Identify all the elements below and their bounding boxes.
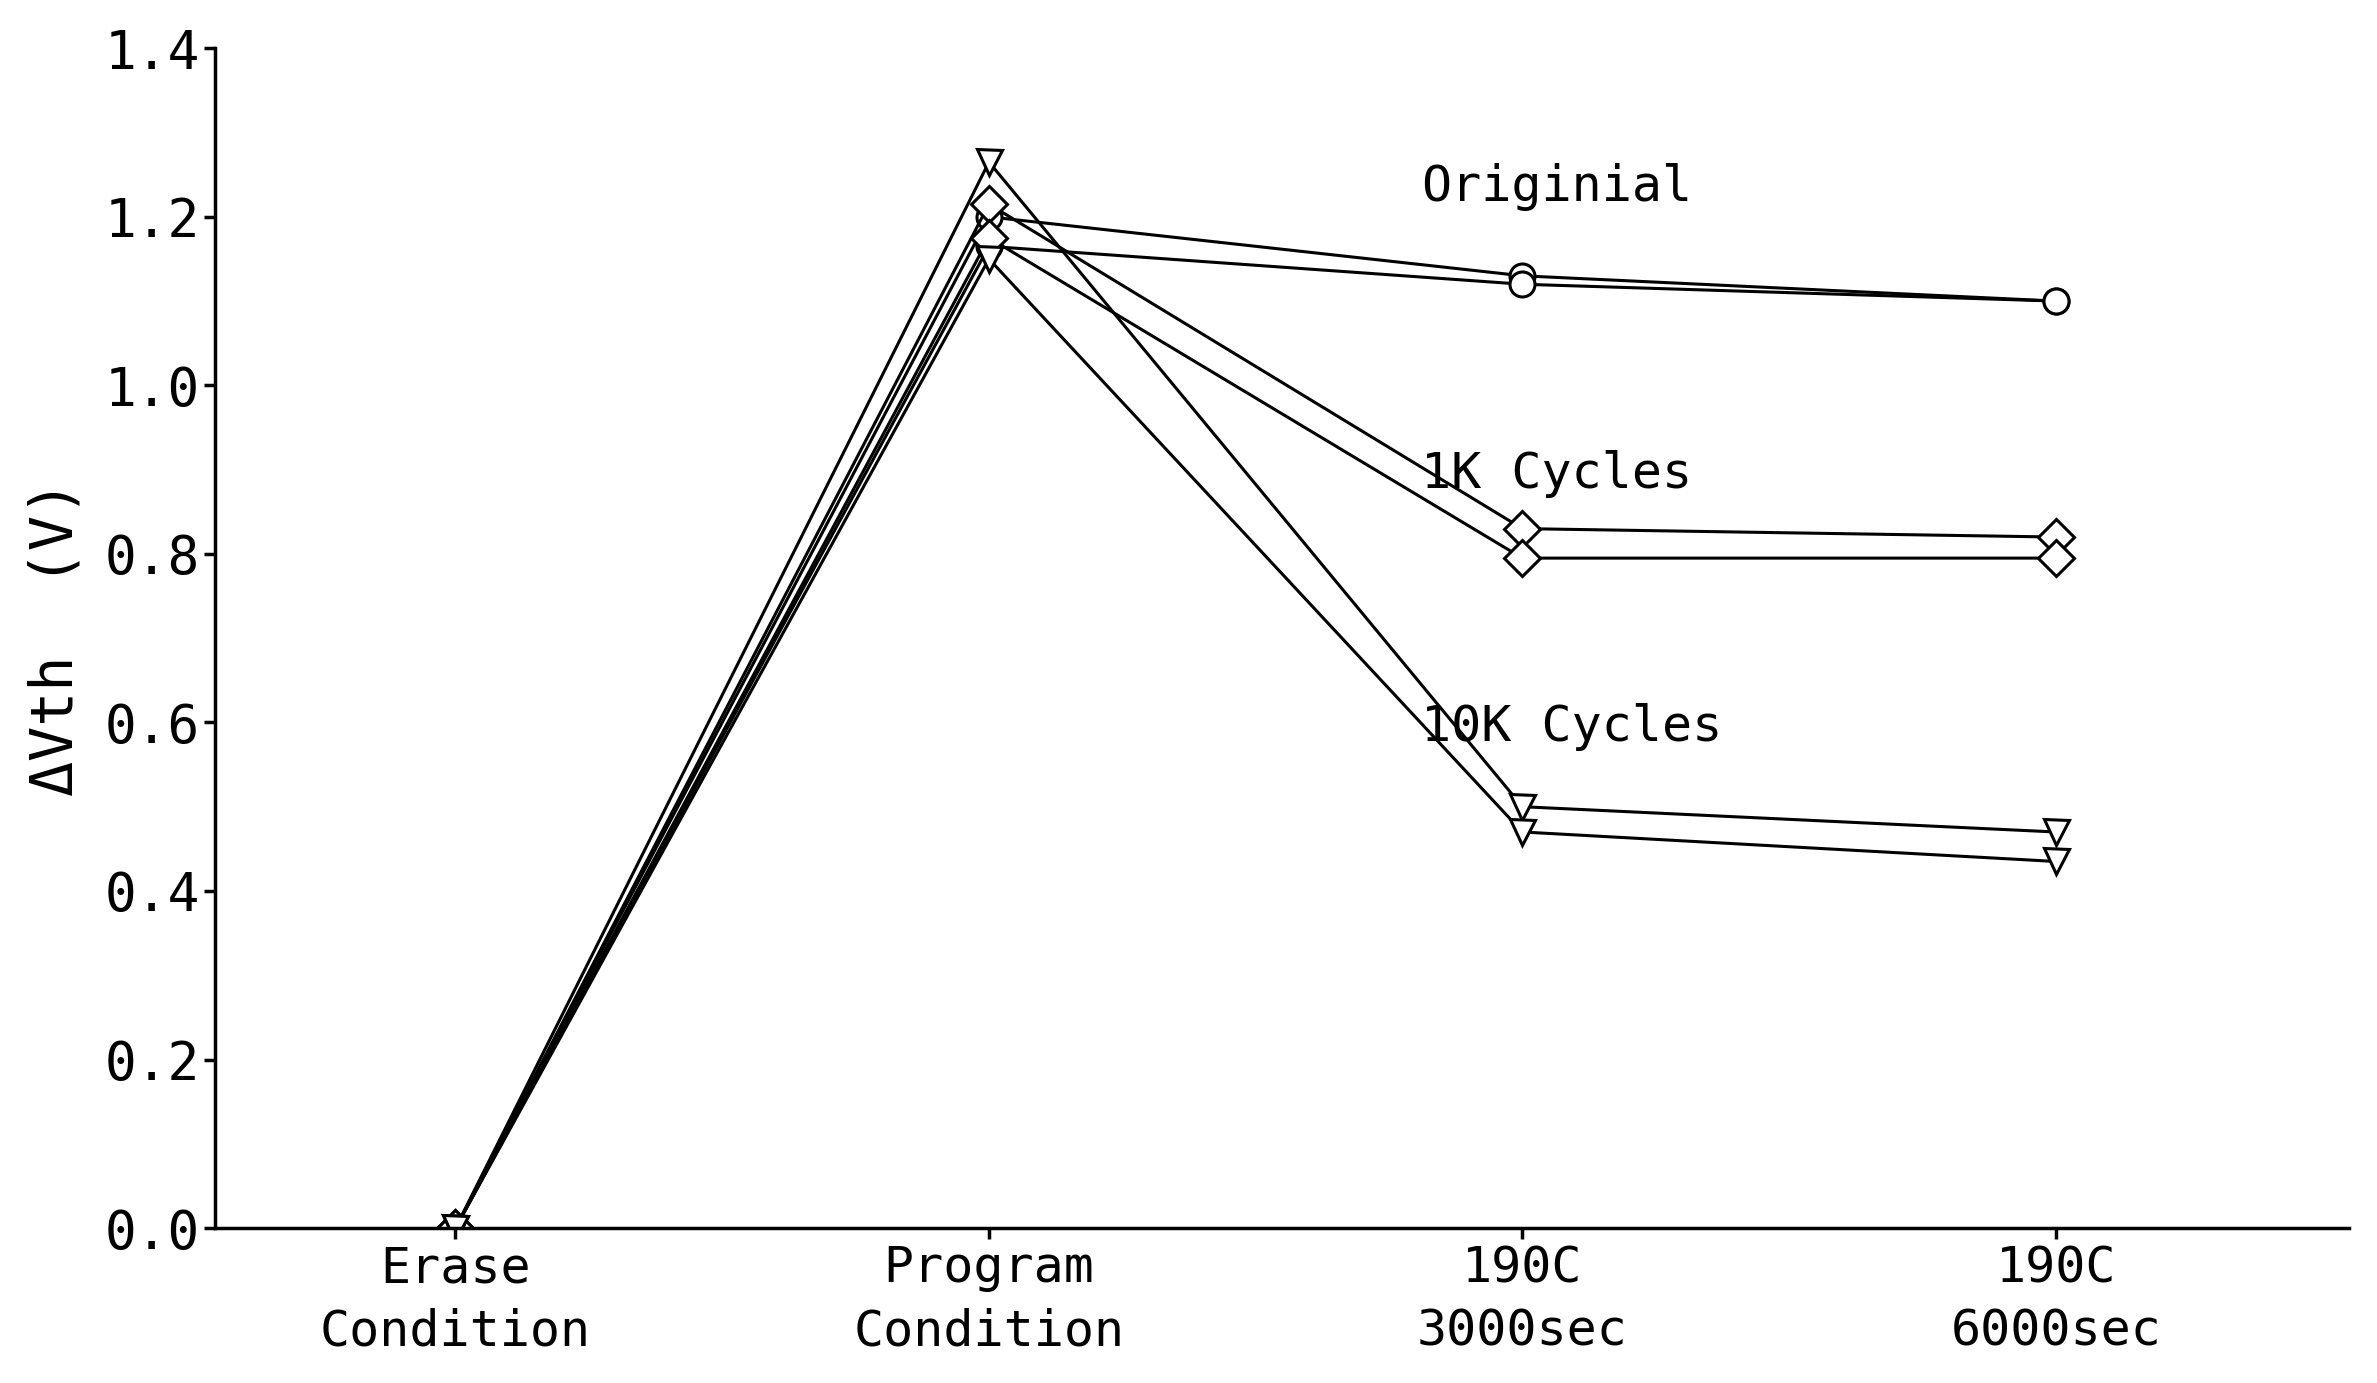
Text: 1K Cycles: 1K Cycles (1421, 449, 1692, 498)
Y-axis label: ΔVth  (V): ΔVth (V) (29, 480, 86, 797)
Text: Originial: Originial (1421, 163, 1692, 212)
Text: 10K Cycles: 10K Cycles (1421, 703, 1723, 751)
